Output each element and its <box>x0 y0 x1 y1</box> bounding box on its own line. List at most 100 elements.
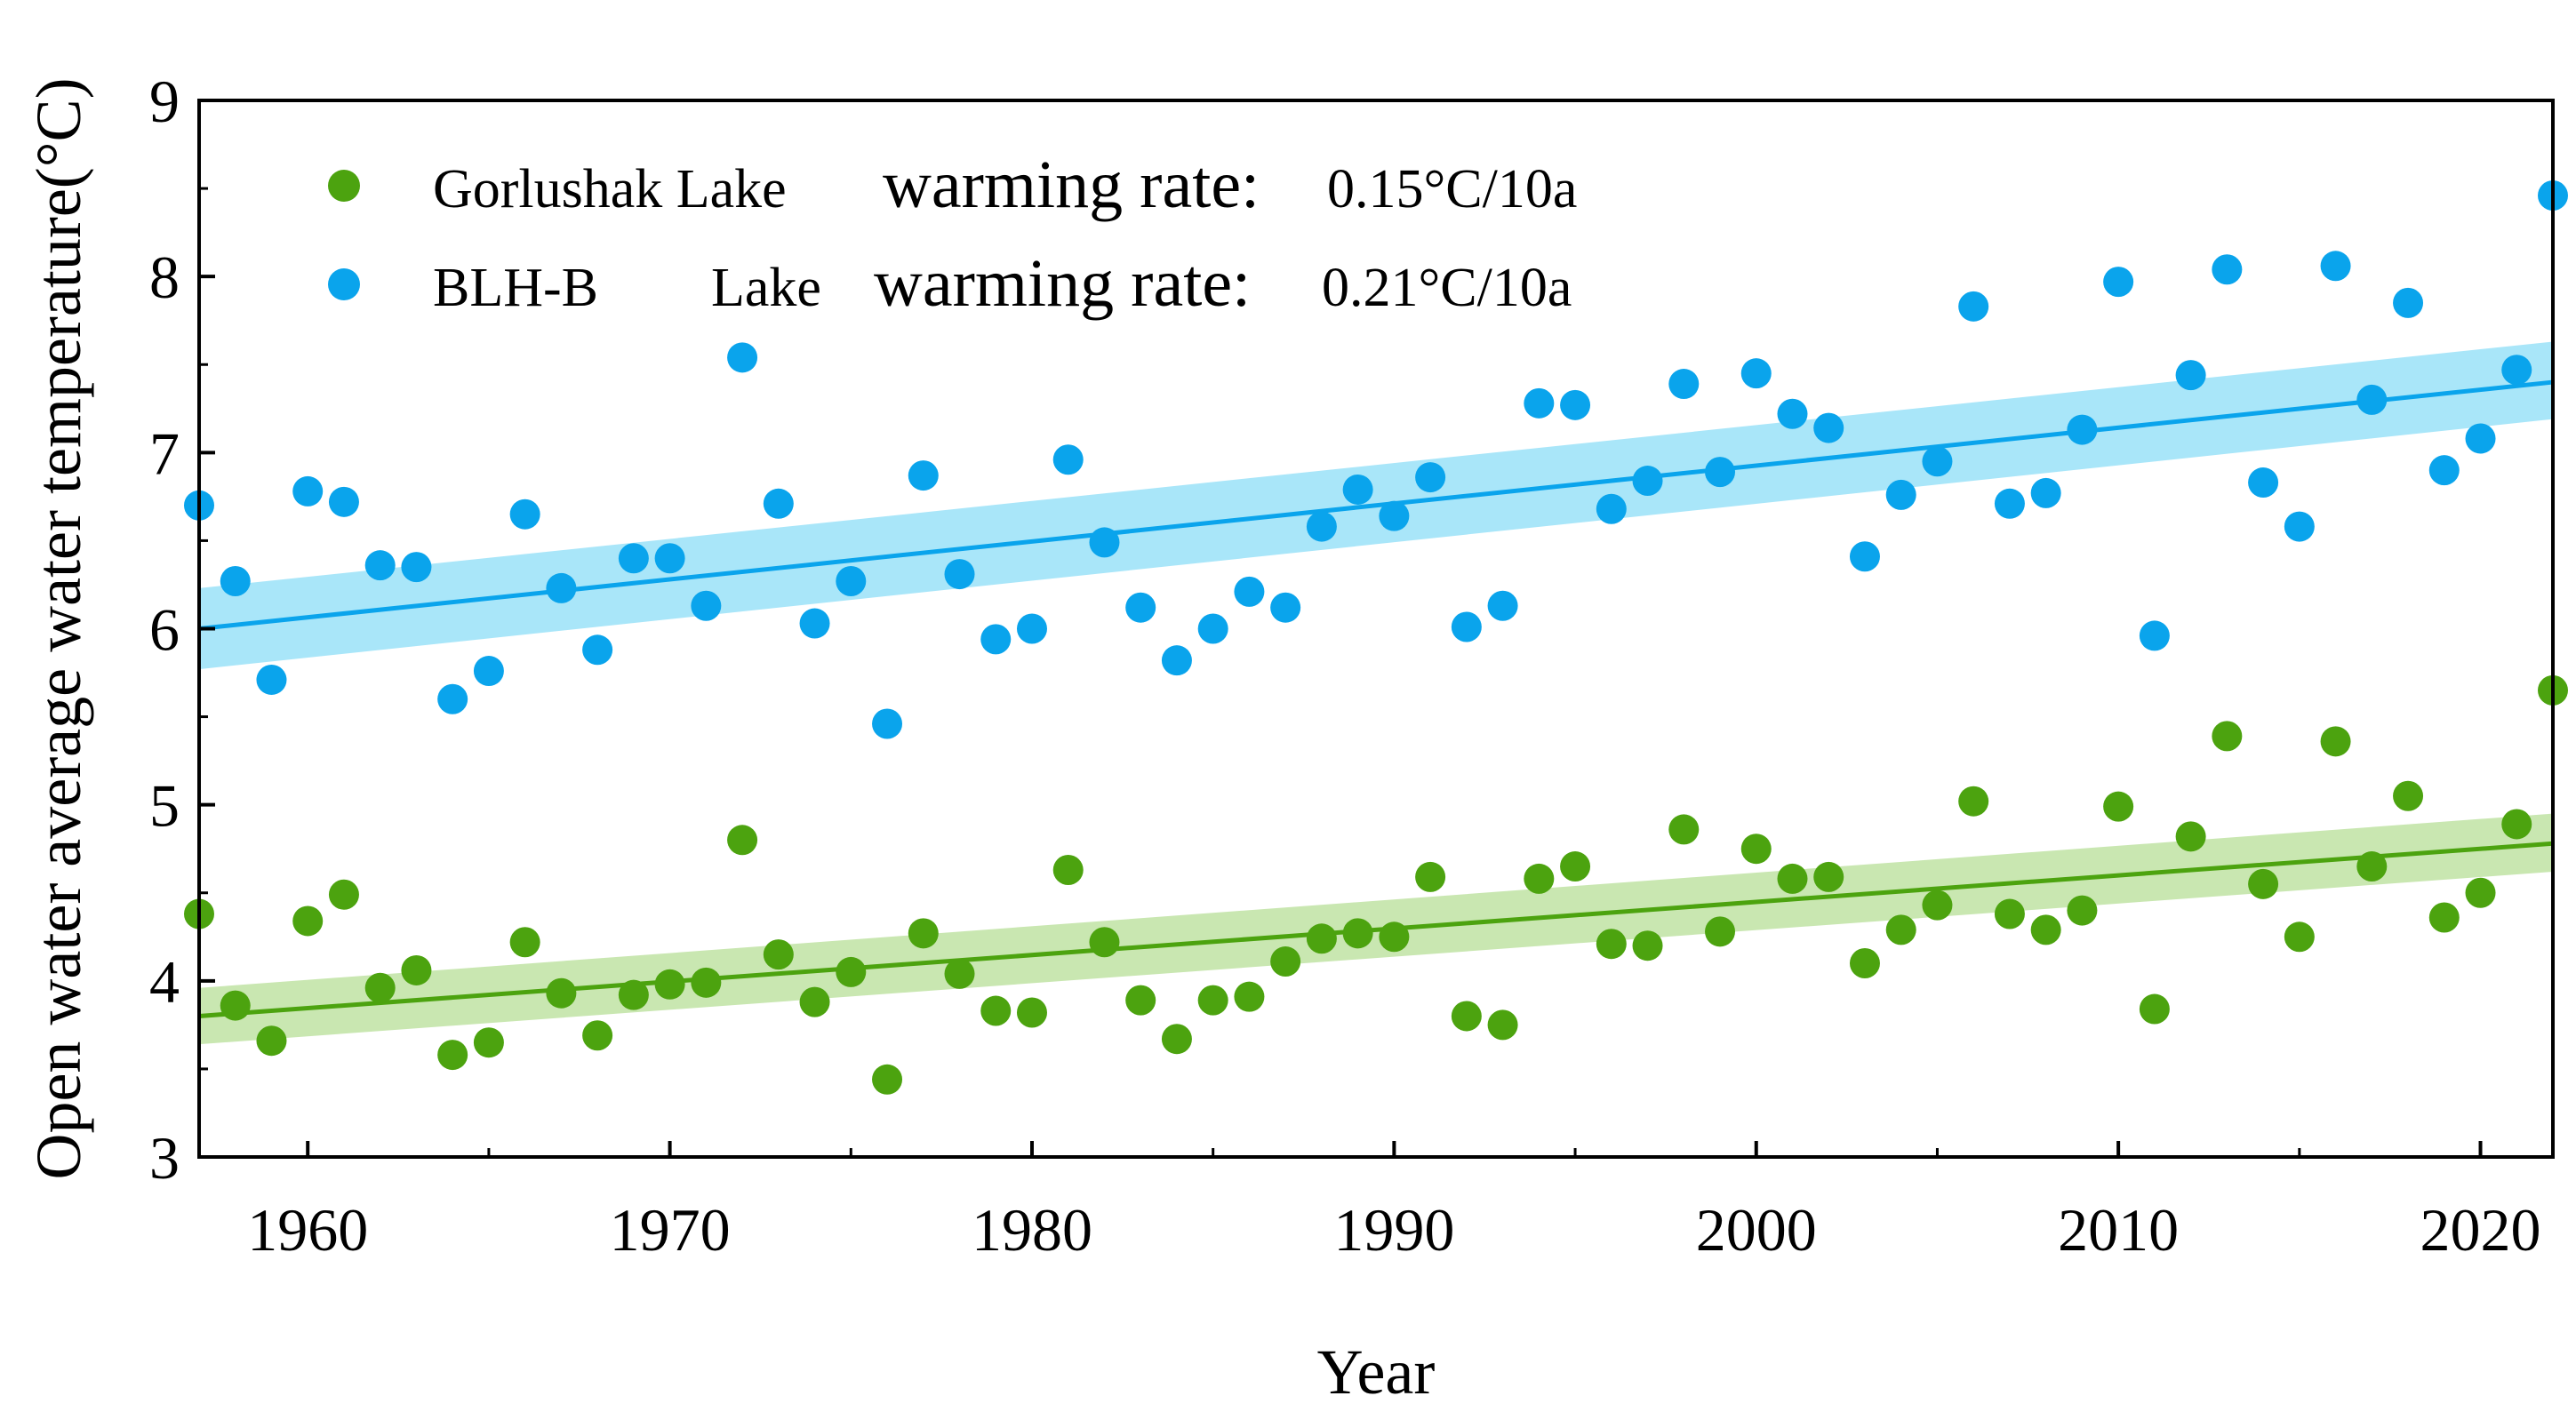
point-gorlushak-1971 <box>691 967 722 998</box>
point-blhb-2011 <box>2139 620 2170 651</box>
point-blhb-2009 <box>2067 414 2098 445</box>
point-gorlushak-1992 <box>1451 1001 1482 1032</box>
point-blhb-1973 <box>763 488 794 519</box>
point-blhb-1971 <box>691 590 722 621</box>
point-blhb-1963 <box>401 552 432 583</box>
point-blhb-2001 <box>1777 398 1808 429</box>
point-gorlushak-2017 <box>2356 851 2388 882</box>
point-gorlushak-1987 <box>1270 946 1301 977</box>
legend-rate-value-blhb: 0.21°C/10a <box>1322 258 1572 318</box>
point-gorlushak-1975 <box>836 956 867 987</box>
point-blhb-1978 <box>944 559 975 590</box>
point-gorlushak-2020 <box>2465 877 2496 908</box>
point-gorlushak-2011 <box>2139 993 2170 1025</box>
point-gorlushak-1999 <box>1705 916 1736 947</box>
point-gorlushak-2007 <box>1994 898 2025 929</box>
point-blhb-1967 <box>546 572 577 603</box>
point-blhb-1989 <box>1342 474 1373 505</box>
legend-rate-label-gorlushak: warming rate: <box>883 148 1260 222</box>
point-blhb-2014 <box>2248 467 2279 499</box>
point-blhb-2005 <box>1922 446 1953 477</box>
point-gorlushak-2012 <box>2175 821 2206 852</box>
point-blhb-2010 <box>2103 267 2134 298</box>
point-gorlushak-1983 <box>1125 985 1156 1016</box>
point-blhb-1965 <box>473 656 504 687</box>
point-gorlushak-2015 <box>2284 921 2315 953</box>
point-blhb-2007 <box>1994 488 2025 519</box>
trend-lines <box>198 379 2554 1018</box>
point-blhb-1981 <box>1052 444 1084 475</box>
point-gorlushak-1993 <box>1487 1009 1518 1041</box>
point-blhb-1988 <box>1306 511 1337 542</box>
point-gorlushak-1968 <box>582 1020 613 1051</box>
point-gorlushak-2021 <box>2501 809 2532 840</box>
data-points <box>184 180 2568 1095</box>
trend-line-gorlushak <box>198 841 2554 1018</box>
point-blhb-2015 <box>2284 511 2315 542</box>
point-gorlushak-1976 <box>872 1064 903 1095</box>
point-gorlushak-2013 <box>2212 721 2243 752</box>
point-gorlushak-1969 <box>618 979 649 1010</box>
point-blhb-1983 <box>1125 592 1156 623</box>
y-tick-label-9: 9 <box>149 68 180 135</box>
point-blhb-1979 <box>980 624 1012 655</box>
point-gorlushak-2001 <box>1777 863 1808 894</box>
point-blhb-1996 <box>1596 493 1627 524</box>
point-blhb-1982 <box>1089 527 1120 558</box>
legend-rate-value-gorlushak: 0.15°C/10a <box>1327 159 1577 219</box>
x-tick-label-1990: 1990 <box>1333 1196 1454 1264</box>
x-axis-ticks: 1960 1970 1980 1990 2000 2010 2020 <box>247 1141 2541 1264</box>
x-axis-title: Year <box>1317 1336 1436 1408</box>
legend-name-gorlushak: Gorlushak Lake <box>433 159 787 219</box>
point-gorlushak-1963 <box>401 954 432 985</box>
y-axis-title: Open water average water temperature(°C) <box>23 77 94 1179</box>
legend-name-blhb-lake: Lake <box>711 258 821 318</box>
point-gorlushak-2008 <box>2030 914 2061 945</box>
x-tick-label-2000: 2000 <box>1696 1196 1817 1264</box>
x-tick-label-2020: 2020 <box>2420 1196 2541 1264</box>
point-blhb-1970 <box>654 543 685 574</box>
point-blhb-1975 <box>836 565 867 596</box>
point-gorlushak-1959 <box>256 1025 287 1057</box>
y-tick-label-4: 4 <box>149 948 180 1016</box>
point-gorlushak-2014 <box>2248 868 2279 899</box>
point-gorlushak-2006 <box>1958 786 1989 817</box>
point-blhb-1960 <box>292 475 324 507</box>
point-gorlushak-1984 <box>1161 1024 1192 1055</box>
x-tick-label-2010: 2010 <box>2058 1196 2179 1264</box>
point-blhb-1997 <box>1632 466 1663 497</box>
point-blhb-1980 <box>1016 613 1047 644</box>
point-blhb-2006 <box>1958 291 1989 322</box>
point-gorlushak-1973 <box>763 939 794 970</box>
point-gorlushak-1978 <box>944 958 975 989</box>
point-blhb-2020 <box>2465 423 2496 454</box>
point-blhb-1995 <box>1560 389 1591 420</box>
legend-marker-gorlushak <box>328 170 360 202</box>
point-gorlushak-1980 <box>1016 997 1047 1028</box>
point-gorlushak-1965 <box>473 1027 504 1058</box>
point-gorlushak-1994 <box>1524 863 1555 894</box>
legend-rate-label-blhb: warming rate: <box>874 246 1251 321</box>
point-blhb-1984 <box>1161 645 1192 676</box>
point-blhb-2012 <box>2175 360 2206 391</box>
point-blhb-2019 <box>2428 455 2460 486</box>
point-blhb-1976 <box>872 708 903 739</box>
point-blhb-1985 <box>1197 613 1228 644</box>
point-gorlushak-2002 <box>1813 861 1844 892</box>
point-gorlushak-1996 <box>1596 929 1627 960</box>
point-blhb-2002 <box>1813 412 1844 443</box>
point-gorlushak-1972 <box>727 825 758 856</box>
point-blhb-2000 <box>1740 358 1772 389</box>
point-blhb-1992 <box>1451 611 1482 642</box>
point-gorlushak-2004 <box>1885 914 1916 945</box>
y-tick-label-8: 8 <box>149 243 180 311</box>
point-blhb-1964 <box>437 683 468 714</box>
y-axis-ticks: 3 4 5 6 7 8 9 <box>149 68 215 1192</box>
legend-marker-blhb <box>328 268 360 300</box>
x-tick-label-1970: 1970 <box>610 1196 731 1264</box>
point-blhb-1962 <box>364 550 396 581</box>
point-gorlushak-1985 <box>1197 985 1228 1016</box>
trend-line-blhb <box>198 379 2554 631</box>
point-blhb-1968 <box>582 634 613 666</box>
